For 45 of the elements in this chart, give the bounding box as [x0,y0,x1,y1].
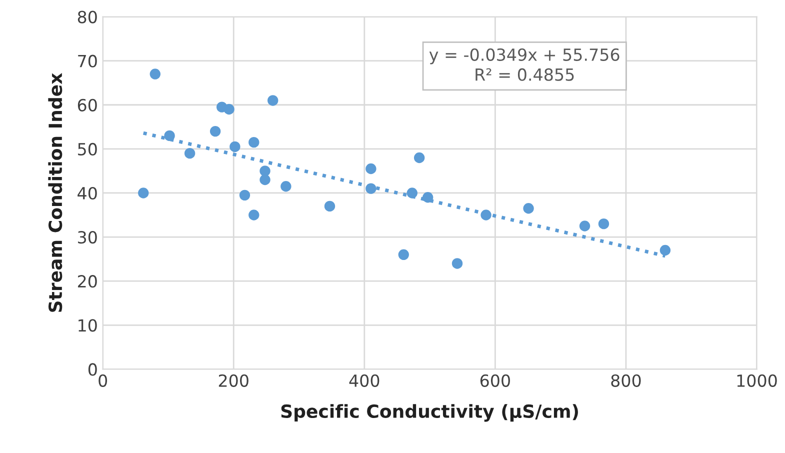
point [660,244,671,256]
point [248,210,260,220]
point [366,163,376,174]
x-tick-label: 800 [611,374,641,387]
point [267,95,278,106]
point [579,220,590,232]
y-tick-label: 80 [78,10,97,24]
point [480,210,492,220]
annotation: y = -0.0349x + 55.756 R² = 0.4855 [429,48,620,81]
point [366,183,376,194]
y-tick-label: 50 [78,142,97,156]
point [164,130,175,142]
point [184,148,196,159]
point [324,200,336,212]
y-axis-title: Stream Condition Index [48,73,62,312]
point [406,188,418,198]
point [210,126,221,137]
point [239,190,250,201]
y-tick-label: 10 [78,319,97,332]
y-tick-label: 70 [78,54,97,68]
y-tick-label: 0 [88,363,97,376]
x-axis-title: Specific Conductivity (µS/cm) [281,404,578,422]
y-tick-label: 40 [78,186,97,200]
point [398,249,409,260]
point [260,166,270,176]
point [280,181,292,192]
y-tick-label: 30 [78,230,97,244]
y-tick-label: 60 [78,98,97,112]
point [230,141,240,152]
y-tick-label: 20 [78,275,97,288]
x-tick-label: 200 [218,374,248,387]
x-tick-label: 1000 [737,374,777,387]
point [260,174,270,186]
point [248,136,260,148]
point [452,258,463,269]
x-tick-label: 0 [98,374,108,387]
point [150,68,160,80]
point [523,203,534,214]
point [414,152,425,164]
x-tick-label: 400 [349,374,380,387]
point [422,192,434,203]
point [598,218,610,230]
point [224,104,234,115]
x-tick-label: 600 [480,374,510,387]
point [138,188,149,198]
